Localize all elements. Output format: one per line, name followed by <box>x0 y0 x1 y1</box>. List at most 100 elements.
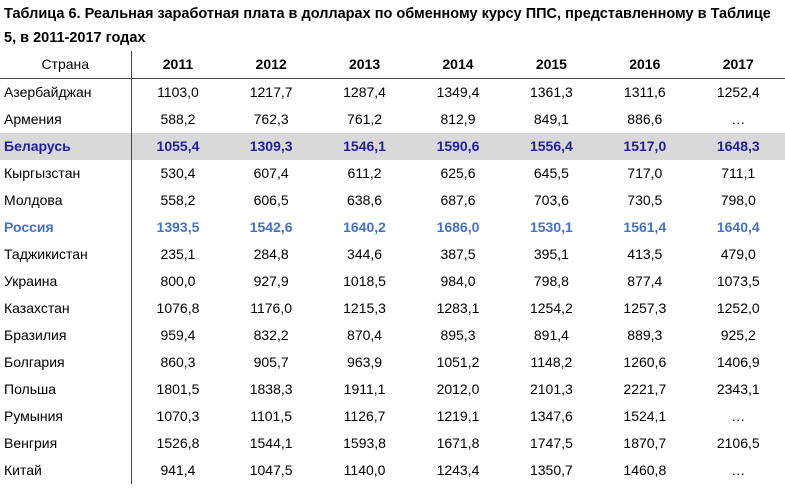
wage-value-cell: 1393,5 <box>156 219 200 235</box>
wage-value-cell: 1546,1 <box>317 133 412 160</box>
wage-value-cell: 927,9 <box>253 273 289 289</box>
wage-value-cell: 1544,1 <box>249 435 293 451</box>
wage-value-cell: 1590,6 <box>411 133 505 160</box>
wage-value-cell: 1018,5 <box>343 273 386 289</box>
wage-value-cell: 1361,3 <box>529 84 573 100</box>
year-column-header: 2011 <box>131 51 225 79</box>
wage-value-cell: 2106,5 <box>716 435 760 451</box>
wage-table: Страна 2011 2012 2013 2014 2015 2016 2017 Азер… <box>0 51 785 484</box>
wage-value-cell: 1254,2 <box>529 300 573 316</box>
wage-value-cell: 1838,3 <box>249 381 293 397</box>
table-title: Таблица 6. Реальная заработная плата в д… <box>4 6 771 46</box>
wage-value-cell: 1217,7 <box>249 84 293 100</box>
table-header-row: Страна 2011 2012 2013 2014 2015 2016 2017 <box>0 51 785 79</box>
wage-value-cell: 1283,1 <box>436 300 480 316</box>
wage-value-cell: 1542,6 <box>249 219 293 235</box>
country-name: Китай <box>0 457 132 484</box>
wage-value-cell: 1252,0 <box>716 300 760 316</box>
wage-value-cell: 1349,4 <box>436 84 480 100</box>
wage-value-cell: 2343,1 <box>716 381 760 397</box>
wage-value-cell: 800,0 <box>160 273 196 289</box>
year-column-header: 2014 <box>411 51 505 79</box>
wage-value-cell: 1911,1 <box>343 381 386 397</box>
country-name: Венгрия <box>0 430 132 457</box>
wage-value-cell: 1747,5 <box>529 435 573 451</box>
wage-value-cell: 530,4 <box>160 165 196 181</box>
wage-value-cell: 1101,5 <box>250 408 293 424</box>
wage-value-cell: 1561,4 <box>623 219 667 235</box>
wage-value-cell: 1243,4 <box>436 462 480 478</box>
country-name: Армения <box>0 106 132 133</box>
year-column-header: 2013 <box>317 51 412 79</box>
wage-value-cell: 284,8 <box>253 246 289 262</box>
wage-value-cell: 625,6 <box>440 165 476 181</box>
wage-value-cell: 1347,6 <box>529 408 573 424</box>
wage-value-cell: 413,5 <box>627 246 663 262</box>
wage-value-cell: 1126,7 <box>343 408 386 424</box>
table-row: Армения 588,2 762,3 761,2 812,9 849,1 886,6… <box>0 106 785 133</box>
wage-value-cell: 2101,3 <box>529 381 573 397</box>
wage-value-cell: 235,1 <box>160 246 196 262</box>
year-column-header: 2015 <box>504 51 599 79</box>
wage-value-cell: 1252,4 <box>716 84 760 100</box>
wage-value-cell: 1640,2 <box>343 219 386 235</box>
wage-value-cell: 1076,8 <box>156 300 200 316</box>
wage-value-cell: 1460,8 <box>623 462 667 478</box>
wage-value-cell: 607,4 <box>253 165 289 181</box>
wage-value-cell: 1640,4 <box>716 219 760 235</box>
wage-value-cell: 1801,5 <box>156 381 200 397</box>
table-row: Китай 941,4 1047,5 1140,0 1243,4 1350,7 1460,8… <box>0 457 785 484</box>
wage-value-cell: 762,3 <box>253 111 289 127</box>
wage-value-cell: 877,4 <box>627 273 663 289</box>
wage-value-cell: 645,5 <box>533 165 569 181</box>
wage-value-cell: 798,8 <box>533 273 569 289</box>
wage-value-cell: 1070,3 <box>156 408 200 424</box>
wage-value-cell: 812,9 <box>440 111 476 127</box>
table-row: Украина 800,0 927,9 1018,5 984,0 798,8 877,4 10… <box>0 268 785 295</box>
wage-value-cell: 1257,3 <box>623 300 667 316</box>
wage-value-cell: 895,3 <box>440 327 476 343</box>
wage-value-cell: 1051,2 <box>436 354 480 370</box>
wage-value-cell: 588,2 <box>160 111 196 127</box>
wage-value-cell: 1870,7 <box>623 435 667 451</box>
wage-value-cell: 687,6 <box>440 192 476 208</box>
table-row: Беларусь 1055,4 1309,3 1546,1 1590,6 1556,4 15… <box>0 133 785 160</box>
country-name: Польша <box>0 376 132 403</box>
year-column-header: 2012 <box>224 51 318 79</box>
wage-value-cell: 1517,0 <box>598 133 692 160</box>
table-row: Болгария 860,3 905,7 963,9 1051,2 1148,2 1260,… <box>0 349 785 376</box>
wage-value-cell: 344,6 <box>347 246 383 262</box>
wage-value-cell: 387,5 <box>440 246 476 262</box>
wage-value-cell: 558,2 <box>160 192 196 208</box>
wage-value-cell: 860,3 <box>160 354 196 370</box>
wage-value-cell: … <box>731 462 746 478</box>
wage-value-cell: 606,5 <box>253 192 289 208</box>
table-row: Азербайджан 1103,0 1217,7 1287,4 1349,4 1361,… <box>0 78 785 106</box>
wage-value-cell: 717,0 <box>627 165 663 181</box>
wage-value-cell: 959,4 <box>160 327 196 343</box>
wage-value-cell: 1148,2 <box>530 354 573 370</box>
wage-value-cell: 1556,4 <box>504 133 599 160</box>
table-row: Румыния 1070,3 1101,5 1126,7 1219,1 1347,6 152… <box>0 403 785 430</box>
wage-value-cell: 849,1 <box>533 111 569 127</box>
wage-value-cell: 891,4 <box>533 327 569 343</box>
table-row: Россия 1393,5 1542,6 1640,2 1686,0 1530,1 1561… <box>0 214 785 241</box>
table-row: Венгрия 1526,8 1544,1 1593,8 1671,8 1747,5 187… <box>0 430 785 457</box>
wage-value-cell: 1073,5 <box>716 273 760 289</box>
country-name: Казахстан <box>0 295 132 322</box>
wage-value-cell: 1260,6 <box>623 354 667 370</box>
wage-value-cell: 711,1 <box>721 165 756 181</box>
country-name: Болгария <box>0 349 132 376</box>
table-row: Казахстан 1076,8 1176,0 1215,3 1283,1 1254,2 1… <box>0 295 785 322</box>
wage-value-cell: 905,7 <box>253 354 289 370</box>
wage-value-cell: 1350,7 <box>529 462 573 478</box>
wage-value-cell: 1686,0 <box>436 219 480 235</box>
wage-value-cell: 798,0 <box>720 192 756 208</box>
country-column-header: Страна <box>0 51 132 79</box>
year-column-header: 2017 <box>691 51 785 79</box>
wage-value-cell: … <box>731 408 746 424</box>
country-name: Таджикистан <box>0 241 132 268</box>
wage-value-cell: 730,5 <box>627 192 663 208</box>
wage-value-cell: 1140,0 <box>343 462 386 478</box>
wage-value-cell: 870,4 <box>347 327 383 343</box>
